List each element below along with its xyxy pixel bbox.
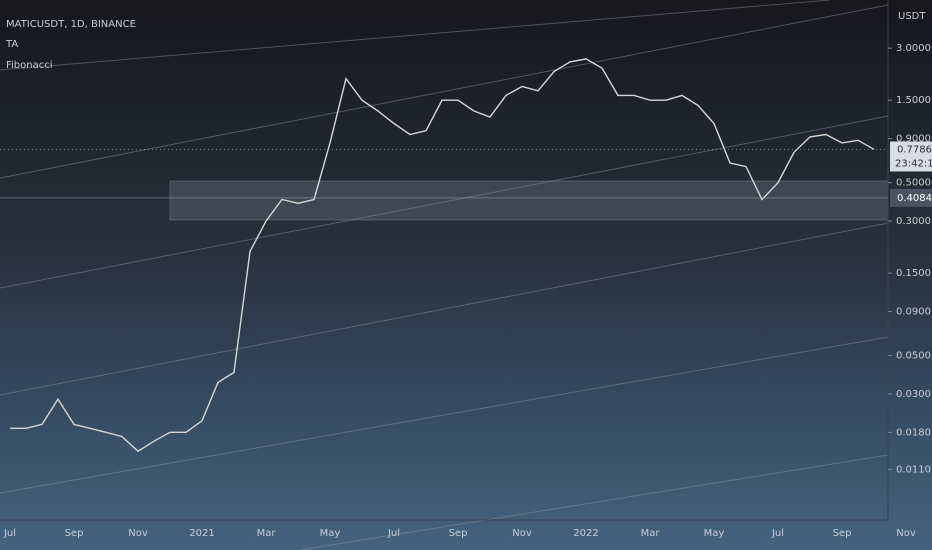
y-tick-label: 0.1500 bbox=[896, 268, 931, 279]
chart-title: MATICUSDT, 1D, BINANCE bbox=[6, 19, 136, 30]
y-tick-label: 0.0300 bbox=[896, 389, 931, 400]
y-tick-label: 3.0000 bbox=[896, 43, 931, 54]
x-tick-label: 2022 bbox=[573, 528, 598, 539]
x-tick-label: 2021 bbox=[189, 528, 214, 539]
indicator: TA bbox=[5, 39, 18, 50]
x-tick-label: May bbox=[704, 528, 725, 539]
level-box bbox=[890, 188, 932, 207]
x-tick-label: Nov bbox=[896, 528, 916, 539]
indicator: Fibonacci bbox=[6, 60, 53, 71]
y-tick-label: 0.3000 bbox=[896, 216, 931, 227]
y-tick-label: 0.0900 bbox=[896, 306, 931, 317]
y-axis-label: USDT bbox=[898, 11, 926, 22]
x-tick-label: Mar bbox=[641, 528, 661, 539]
x-tick-label: Sep bbox=[449, 528, 468, 539]
y-tick-label: 0.9000 bbox=[896, 134, 931, 145]
x-tick-label: Nov bbox=[512, 528, 532, 539]
y-tick-label: 0.0500 bbox=[896, 351, 931, 362]
last-price-label: 0.7786 bbox=[897, 144, 932, 155]
x-tick-label: Sep bbox=[833, 528, 852, 539]
price-line bbox=[10, 58, 875, 453]
countdown-label: 23:42:18 bbox=[895, 158, 932, 169]
y-tick-label: 0.5000 bbox=[896, 178, 931, 189]
y-tick-label: 1.5000 bbox=[896, 95, 931, 106]
x-tick-label: Mar bbox=[257, 528, 277, 539]
level-label: 0.4084 bbox=[897, 193, 932, 204]
x-tick-label: Jul bbox=[3, 528, 16, 539]
x-tick-label: Sep bbox=[65, 528, 84, 539]
x-tick-label: May bbox=[320, 528, 341, 539]
zone bbox=[169, 180, 889, 221]
last-price-box bbox=[890, 141, 932, 172]
x-tick-label: Jul bbox=[771, 528, 784, 539]
y-tick-label: 0.0110 bbox=[896, 464, 931, 475]
y-tick-label: 0.0180 bbox=[896, 427, 931, 438]
x-tick-label: Nov bbox=[128, 528, 148, 539]
x-tick-label: Jul bbox=[387, 528, 400, 539]
